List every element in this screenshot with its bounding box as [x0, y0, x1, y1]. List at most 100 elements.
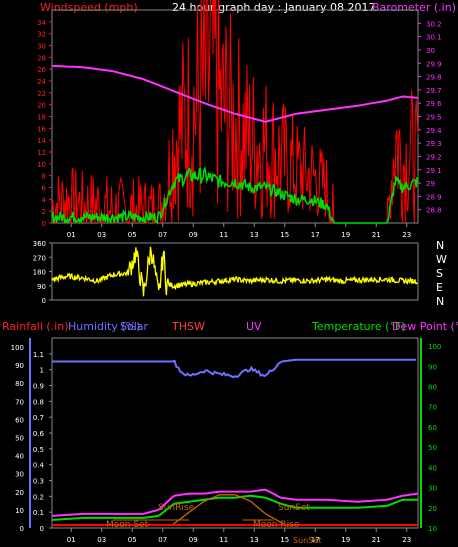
wind-y-tick: 18 [37, 114, 46, 122]
baro-y-tick: 29.5 [426, 114, 442, 122]
wind-y-tick: 8 [42, 173, 46, 181]
direction-y-tick: 360 [33, 240, 46, 248]
compass-s: S [436, 267, 443, 280]
humidity-y-tick: 0 [20, 525, 24, 533]
wind-y-tick: 32 [37, 31, 46, 39]
sunrise-annotation: SunRise [158, 503, 195, 513]
wind-y-tick: 20 [37, 102, 46, 110]
wind-y-tick: 4 [42, 196, 47, 204]
baro-y-tick: 29.7 [426, 87, 442, 95]
baro-y-tick: 29 [426, 180, 435, 188]
compass-n-bottom: N [436, 295, 445, 308]
rain-x-tick: 17 [311, 536, 320, 544]
temperature-y-tick: 20 [428, 505, 437, 513]
rain-y-tick: 0.1 [33, 509, 44, 517]
wind-direction-series-line [51, 246, 418, 297]
rain-y-tick: 0.5 [33, 446, 44, 454]
compass-e: E [436, 281, 443, 294]
temperature-y-tick: 80 [428, 384, 437, 392]
wind-y-tick: 30 [37, 43, 46, 51]
wind-y-tick: 6 [42, 185, 47, 193]
baro-y-tick: 28.8 [426, 207, 442, 215]
temperature-y-tick: 100 [428, 343, 441, 351]
sunset-annotation: SunSet [278, 503, 310, 513]
compass-w: W [436, 253, 447, 266]
rain-x-tick: 01 [67, 536, 76, 544]
rain-x-tick: 03 [97, 536, 106, 544]
wind-x-tick: 21 [372, 231, 381, 239]
windspeed-series-line [51, 0, 419, 225]
direction-y-tick: 0 [42, 297, 46, 305]
humidity-y-tick: 10 [15, 507, 24, 515]
humidity-y-tick: 90 [15, 362, 24, 370]
temperature-y-tick: 90 [428, 363, 437, 371]
baro-y-tick: 29.2 [426, 153, 442, 161]
baro-y-tick: 29.9 [426, 60, 442, 68]
barometer-series-line [51, 64, 419, 123]
wind-y-tick: 2 [42, 208, 46, 216]
uv-label: UV [246, 320, 262, 333]
rain-y-tick: 1 [40, 367, 44, 375]
rain-x-tick: 09 [189, 536, 198, 544]
rain-x-tick: 19 [341, 536, 350, 544]
solar-series-line [172, 494, 286, 526]
wind-x-tick: 01 [67, 231, 76, 239]
rain-y-tick: 0.9 [33, 383, 44, 391]
thsw-label: THSW [172, 320, 205, 333]
humidity-y-tick: 80 [15, 380, 24, 388]
dewpoint-series-line [51, 494, 418, 521]
dewpoint-label: Dew Point (°F) [392, 320, 458, 333]
rain-x-tick: 15 [280, 536, 289, 544]
humidity-y-tick: 30 [15, 471, 24, 479]
humidity-y-tick: 50 [15, 435, 24, 443]
temperature-series-line [51, 488, 419, 517]
baro-y-tick: 30 [426, 47, 435, 55]
baro-y-tick: 29.8 [426, 74, 442, 82]
wind-x-tick: 23 [402, 231, 411, 239]
baro-y-tick: 29.3 [426, 140, 442, 148]
gust-series-line [51, 165, 419, 226]
direction-y-tick: 270 [33, 254, 46, 262]
rain-x-tick: 05 [128, 536, 137, 544]
wind-x-tick: 05 [128, 231, 137, 239]
direction-y-tick: 90 [37, 283, 46, 291]
rain-plot-frame [51, 337, 419, 529]
wind-y-tick: 24 [37, 78, 46, 86]
rain-x-tick: 21 [372, 536, 381, 544]
direction-plot-frame [51, 242, 419, 301]
solar-label: Solar [120, 320, 149, 333]
rain-y-tick: 1.1 [33, 351, 44, 359]
rain-y-tick: 0.7 [33, 414, 44, 422]
wind-x-tick: 19 [341, 231, 350, 239]
baro-y-tick: 29.4 [426, 127, 442, 135]
wind-y-tick: 34 [37, 19, 46, 27]
rain-x-tick: 13 [250, 536, 259, 544]
humidity-axis-label: Humidity (%) [68, 320, 141, 333]
wind-x-tick: 15 [280, 231, 289, 239]
rain-y-tick: 0.3 [33, 478, 44, 486]
temperature-y-tick: 70 [428, 404, 437, 412]
wind-y-tick: 26 [37, 66, 46, 74]
baro-y-tick: 30.1 [426, 34, 442, 42]
temperature-y-tick: 40 [428, 464, 437, 472]
rain-y-tick: 0.4 [33, 462, 45, 470]
baro-y-tick: 29.1 [426, 167, 442, 175]
temperature-y-tick: 10 [428, 525, 437, 533]
rain-x-tick: 23 [402, 536, 411, 544]
direction-y-tick: 180 [33, 269, 46, 277]
rainfall-axis-label: Rainfall (.in) [2, 320, 69, 333]
temperature-axis-label: Temperature (°F) [312, 320, 406, 333]
humidity-y-tick: 70 [15, 398, 24, 406]
temperature-y-tick: 60 [428, 424, 437, 432]
rain-y-tick: 0 [40, 525, 44, 533]
humidity-y-tick: 100 [11, 344, 24, 352]
rain-x-tick: 07 [158, 536, 167, 544]
wind-x-tick: 17 [311, 231, 320, 239]
rain-x-tick: 11 [219, 536, 228, 544]
wind-y-tick: 28 [37, 54, 46, 62]
humidity-y-tick: 20 [15, 489, 24, 497]
moonset-annotation: Moon Set [106, 520, 149, 530]
wind-x-tick: 07 [158, 231, 167, 239]
wind-y-tick: 14 [37, 137, 46, 145]
